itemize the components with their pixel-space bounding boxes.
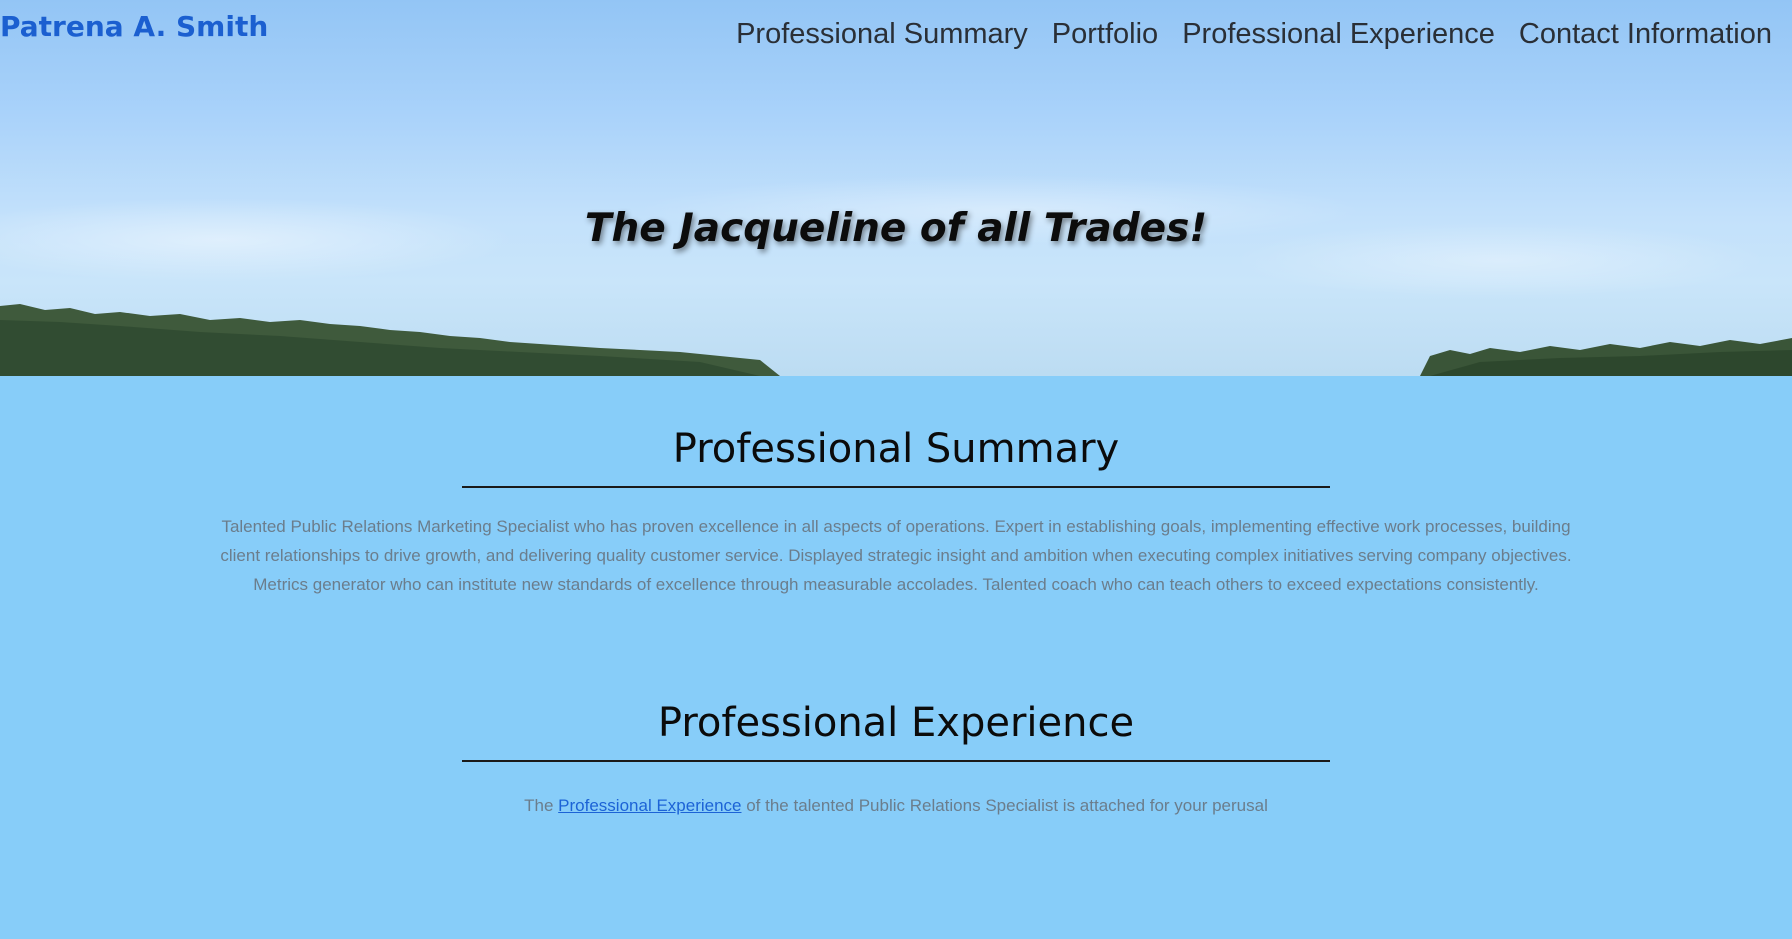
professional-summary-text: Talented Public Relations Marketing Spec…: [220, 517, 1572, 594]
nav-link-portfolio[interactable]: Portfolio: [1051, 18, 1159, 50]
nav-link-professional-experience[interactable]: Professional Experience: [1182, 18, 1495, 50]
professional-experience-link[interactable]: Professional Experience: [558, 796, 742, 815]
professional-experience-text: The Professional Experience of the talen…: [0, 791, 1792, 820]
section-divider: [462, 760, 1330, 762]
professional-experience-heading: Professional Experience: [657, 700, 1135, 746]
main-content: Professional Summary Talented Public Rel…: [0, 376, 1792, 820]
treeline-image: [0, 304, 1792, 376]
professional-experience-section: Professional Experience The Professional…: [0, 599, 1792, 820]
site-brand-logo[interactable]: Patrena A. Smith: [0, 10, 269, 43]
experience-text-after: of the talented Public Relations Special…: [741, 796, 1268, 815]
section-divider: [462, 486, 1330, 488]
experience-text-before: The: [524, 796, 559, 815]
main-navigation: Professional Summary Portfolio Professio…: [736, 18, 1772, 51]
nav-link-professional-summary[interactable]: Professional Summary: [736, 18, 1028, 50]
hero-tagline: The Jacqueline of all Trades!: [584, 206, 1208, 251]
hero-banner: Patrena A. Smith Professional Summary Po…: [0, 0, 1792, 376]
professional-summary-heading: Professional Summary: [672, 426, 1120, 472]
professional-summary-section: Professional Summary Talented Public Rel…: [0, 376, 1792, 599]
nav-link-contact-information[interactable]: Contact Information: [1518, 18, 1772, 50]
sky-clouds: [0, 150, 1792, 310]
